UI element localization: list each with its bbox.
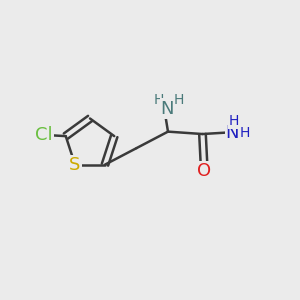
Text: N: N (160, 100, 174, 118)
Text: H: H (154, 93, 164, 107)
Text: N: N (226, 124, 239, 142)
Text: O: O (197, 162, 211, 180)
Text: Cl: Cl (35, 126, 53, 144)
Text: H: H (240, 125, 250, 140)
Text: H: H (174, 93, 184, 107)
Text: S: S (69, 156, 81, 174)
Text: H: H (229, 114, 239, 128)
